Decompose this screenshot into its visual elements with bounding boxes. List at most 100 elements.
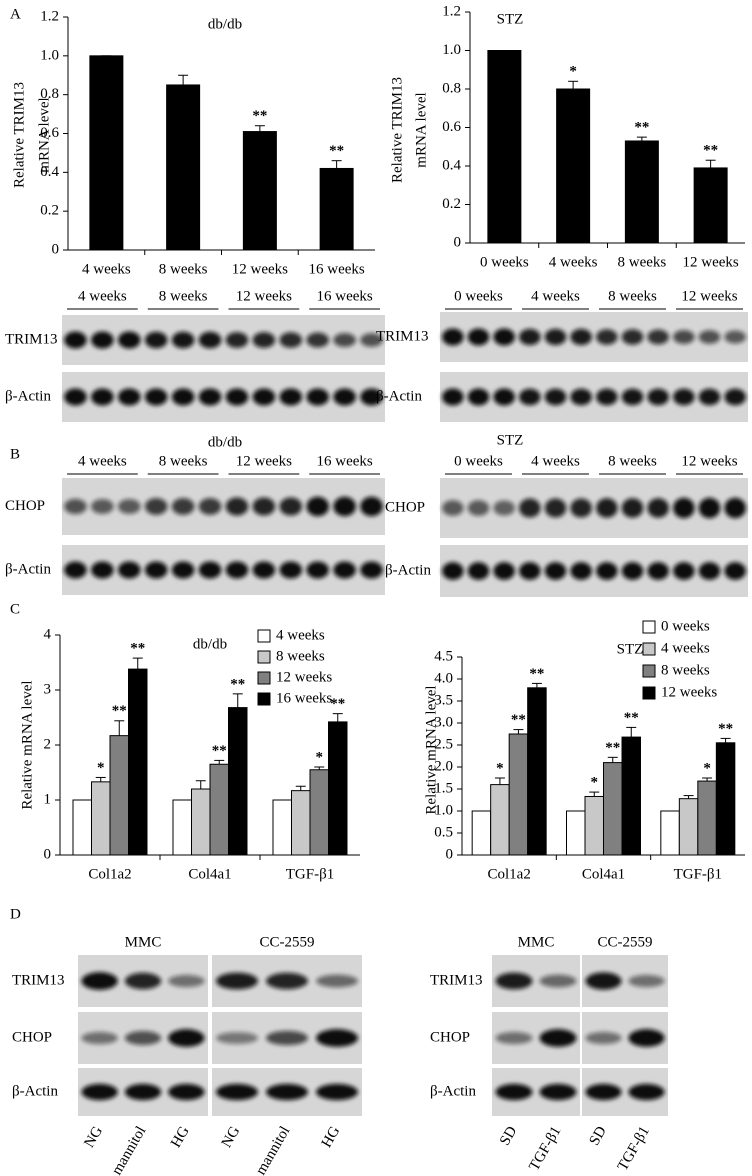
chart-title: db/db (193, 636, 227, 652)
y-tick-label: 1.2 (442, 3, 461, 19)
y-tick-label: 2 (44, 736, 52, 752)
band (252, 561, 276, 579)
y-tick-label: 0 (454, 234, 462, 250)
row-label: CHOP (5, 498, 45, 514)
legend-label: 12 weeks (276, 669, 332, 685)
row-label: β-Actin (5, 388, 51, 404)
band (570, 562, 592, 580)
band (117, 331, 141, 349)
chart-title: db/db (208, 16, 242, 32)
bar (91, 781, 111, 856)
row-label: TRIM13 (12, 972, 65, 988)
band (596, 329, 618, 345)
band (91, 331, 114, 349)
group-label: 8 weeks (608, 453, 657, 469)
y-tick-label: 2.5 (434, 736, 453, 752)
band (467, 388, 490, 406)
band (673, 497, 695, 519)
band (570, 498, 592, 518)
lane-label: mannitol (109, 1124, 150, 1176)
bar (72, 799, 92, 856)
band (519, 498, 541, 518)
legend-swatch (257, 671, 271, 685)
y-axis-label: Relative mRNA level (423, 685, 439, 814)
band (570, 328, 592, 346)
row-label: β-Actin (12, 1083, 58, 1099)
band (647, 498, 669, 518)
y-tick-label: 0 (52, 241, 60, 257)
row-label: β-Actin (385, 562, 431, 578)
band (306, 561, 330, 579)
band (225, 497, 249, 516)
band (724, 388, 746, 406)
y-tick-label: 1.2 (40, 8, 59, 24)
band (171, 561, 195, 579)
band (621, 562, 644, 580)
group-label: 8 weeks (159, 288, 208, 304)
band (144, 561, 168, 579)
band (266, 1030, 308, 1046)
band (628, 1083, 665, 1101)
y-tick-label: 0.6 (40, 125, 59, 141)
band (585, 1031, 622, 1045)
band (252, 388, 276, 406)
band (279, 497, 303, 516)
band (647, 562, 669, 580)
blot-strip (440, 545, 748, 597)
y-tick-label: 0 (446, 846, 454, 862)
band (171, 498, 195, 515)
band (495, 1031, 533, 1045)
lane-label: TGF-β1 (615, 1124, 653, 1174)
band (144, 498, 168, 515)
y-tick-label: 2.0 (434, 758, 453, 774)
band (216, 1032, 258, 1044)
lane-label: SD (497, 1124, 521, 1149)
band (442, 388, 464, 406)
band (673, 388, 695, 406)
legend-label: 4 weeks (276, 627, 325, 643)
band (698, 497, 721, 519)
x-tick-label: Col1a2 (88, 866, 131, 882)
x-tick-label: 0 weeks (480, 254, 529, 270)
band (698, 562, 721, 580)
band (279, 332, 303, 348)
panel-label: B (10, 446, 20, 462)
blot-strip (62, 372, 385, 422)
bar (128, 668, 148, 856)
blot-strip (440, 312, 748, 362)
blot-strip (62, 478, 385, 535)
y-tick-label: 4 (44, 626, 52, 642)
band (171, 388, 195, 406)
y-axis-label: mRNA level (36, 97, 52, 172)
band (539, 1029, 577, 1047)
band (216, 1083, 258, 1101)
y-tick-label: 0.6 (442, 119, 461, 135)
group-label: 16 weeks (317, 453, 373, 469)
band (585, 1083, 622, 1101)
row-label: TRIM13 (5, 331, 58, 347)
band (81, 1031, 118, 1045)
y-tick-label: 0 (44, 846, 52, 862)
group-label: 8 weeks (608, 288, 657, 304)
band (117, 561, 141, 579)
blot-strip (62, 315, 385, 365)
band (628, 1029, 665, 1047)
significance: ** (252, 108, 267, 124)
lane-label: TGF-β1 (526, 1124, 564, 1174)
band (493, 562, 515, 580)
row-label: CHOP (12, 1029, 52, 1045)
chart-title: STZ (497, 11, 524, 27)
band (544, 498, 567, 518)
x-tick-label: 8 weeks (159, 261, 208, 277)
band (570, 388, 592, 406)
y-tick-label: 3.0 (434, 714, 453, 730)
band (333, 388, 356, 406)
significance: ** (330, 696, 345, 712)
group-label: CC-2559 (259, 934, 314, 950)
y-tick-label: 4.0 (434, 670, 453, 686)
legend-label: 8 weeks (276, 648, 325, 664)
band (316, 1083, 358, 1101)
group-label: 0 weeks (454, 288, 503, 304)
band (333, 561, 356, 579)
band (519, 562, 541, 580)
